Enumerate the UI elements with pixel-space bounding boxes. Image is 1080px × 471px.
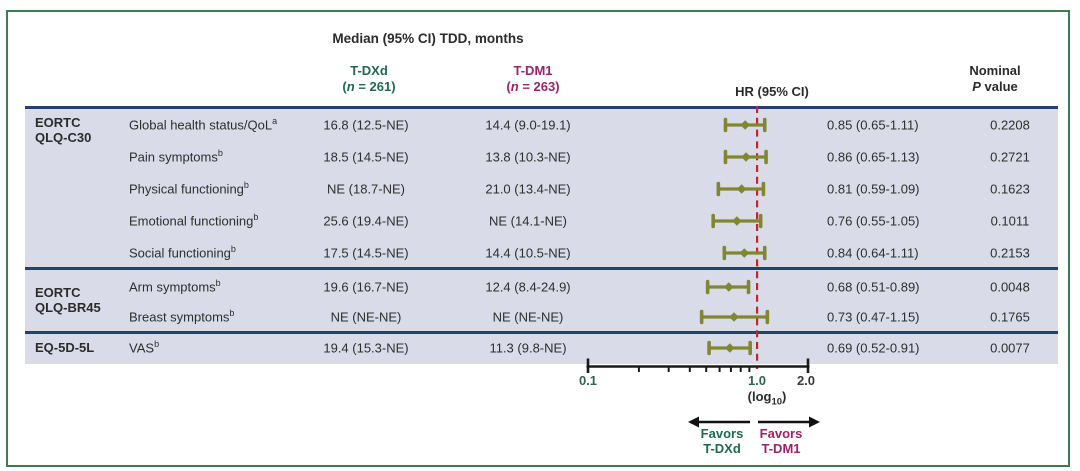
p-value: 0.2208 — [990, 117, 1030, 133]
group-label-qlq-c30: EORTC QLQ-C30 — [35, 115, 92, 145]
divider-bottom — [25, 331, 1058, 334]
p-value: 0.2721 — [990, 149, 1030, 165]
median-tdxd: 19.6 (16.7-NE) — [323, 279, 409, 295]
scale-label: Arm symptomsb — [129, 278, 221, 295]
tdm1-n-count: (n = 263) — [506, 79, 560, 94]
column-header-pvalue: Nominal P value — [969, 63, 1021, 94]
median-tdm1: 12.4 (8.4-24.9) — [485, 279, 571, 295]
column-header-hr: HR (95% CI) — [735, 84, 809, 99]
favors-tdm1-arrow-icon — [758, 416, 820, 428]
median-tdxd: 25.6 (19.4-NE) — [323, 213, 409, 229]
p-value: 0.0048 — [990, 279, 1030, 295]
column-header-tdxd: T-DXd (n = 261) — [294, 63, 444, 95]
axis-scale-label: (log10) — [747, 389, 787, 408]
divider-middle — [25, 267, 1058, 270]
figure-title: Median (95% CI) TDD, months — [332, 31, 524, 46]
scale-label: VASb — [129, 339, 160, 356]
scale-label: Social functioningb — [129, 244, 236, 261]
hr-ci-value: 0.76 (0.55-1.05) — [827, 213, 920, 229]
axis-tick-label-0.1: 0.1 — [578, 373, 598, 388]
median-tdm1: NE (14.1-NE) — [488, 213, 568, 229]
p-value: 0.0077 — [990, 340, 1030, 356]
median-tdm1: NE (NE-NE) — [492, 309, 564, 325]
scale-label: Emotional functioningb — [129, 212, 259, 229]
hr-ci-value: 0.85 (0.65-1.11) — [827, 117, 919, 133]
scale-label: Pain symptomsb — [129, 148, 223, 165]
p-value: 0.1011 — [990, 213, 1030, 229]
group-label-eq-5d-5l: EQ-5D-5L — [35, 340, 95, 355]
median-tdm1: 21.0 (13.4-NE) — [485, 181, 571, 197]
tdm1-name: T-DM1 — [513, 63, 553, 78]
group-label-qlq-br45: EORTC QLQ-BR45 — [35, 285, 101, 315]
hr-ci-value: 0.86 (0.65-1.13) — [827, 149, 920, 165]
figure-border — [6, 10, 1070, 467]
axis-tick-label-2.0: 2.0 — [796, 373, 816, 388]
p-value: 0.1623 — [990, 181, 1030, 197]
tdxd-n-count: (n = 261) — [342, 79, 396, 94]
divider-top — [25, 106, 1058, 109]
median-tdxd: 18.5 (14.5-NE) — [323, 149, 409, 165]
median-tdxd: 19.4 (15.3-NE) — [323, 340, 409, 356]
median-tdm1: 11.3 (9.8-NE) — [489, 340, 567, 356]
axis-tick-label-1.0: 1.0 — [747, 373, 767, 388]
table-background-panel — [25, 109, 1058, 364]
median-tdxd: 17.5 (14.5-NE) — [323, 245, 409, 261]
median-tdm1: 13.8 (10.3-NE) — [485, 149, 571, 165]
column-header-tdm1: T-DM1 (n = 263) — [458, 63, 608, 95]
favors-tdxd-label: Favors T-DXd — [700, 426, 744, 456]
favors-direction-arrows — [688, 416, 820, 428]
favors-tdm1-label: Favors T-DM1 — [759, 426, 803, 456]
tdxd-name: T-DXd — [350, 63, 388, 78]
favors-tdxd-arrow-icon — [688, 416, 750, 428]
p-value: 0.2153 — [990, 245, 1030, 261]
p-value: 0.1765 — [990, 309, 1030, 325]
median-tdxd: 16.8 (12.5-NE) — [323, 117, 409, 133]
scale-label: Physical functioningb — [129, 180, 249, 197]
median-tdm1: 14.4 (9.0-19.1) — [485, 117, 571, 133]
median-tdm1: 14.4 (10.5-NE) — [485, 245, 571, 261]
hr-ci-value: 0.68 (0.51-0.89) — [827, 279, 920, 295]
scale-label: Breast symptomsb — [129, 308, 235, 325]
hr-ci-value: 0.81 (0.59-1.09) — [827, 181, 920, 197]
median-tdxd: NE (NE-NE) — [330, 309, 402, 325]
hr-ci-value: 0.73 (0.47-1.15) — [827, 309, 920, 325]
scale-label: Global health status/QoLa — [129, 116, 278, 133]
hr-ci-value: 0.69 (0.52-0.91) — [827, 340, 920, 356]
median-tdxd: NE (18.7-NE) — [326, 181, 406, 197]
hr-ci-value: 0.84 (0.64-1.11) — [827, 245, 919, 261]
